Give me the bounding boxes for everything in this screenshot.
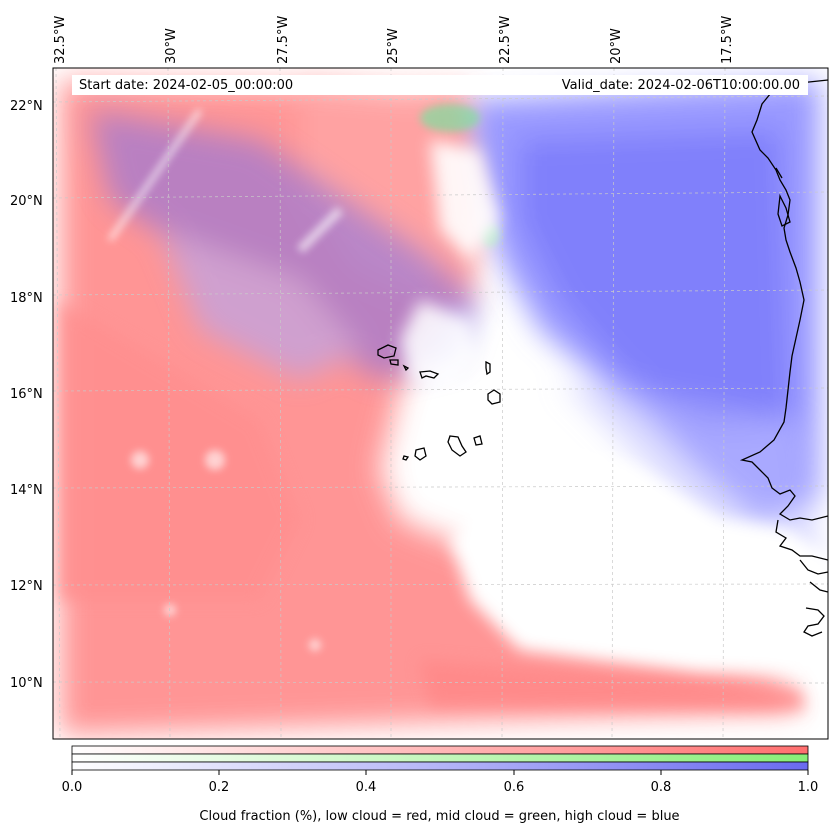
- lat-label-20n: 20°N: [10, 194, 43, 209]
- colorbar-tick-1: 1.0: [797, 780, 819, 795]
- island-sal: [485, 360, 491, 376]
- island-santa-luzia: [402, 364, 410, 372]
- colorbar-tick-0-8: 0.8: [650, 780, 672, 795]
- colorbar-label: Cloud fraction (%), low cloud = red, mid…: [199, 809, 680, 824]
- lat-label-16n: 16°N: [10, 387, 43, 402]
- colorbar-ticks: [71, 770, 809, 775]
- colorbar-tick-0-6: 0.6: [503, 780, 525, 795]
- coastline: [739, 79, 828, 637]
- island-fogo: [414, 447, 427, 461]
- island-sao-vicente: [389, 359, 399, 366]
- colorbar-low-band: [71, 745, 809, 755]
- colorbar-high-band: [71, 761, 809, 771]
- colorbar-mid-band: [71, 753, 809, 763]
- map-plot-area: [53, 68, 828, 739]
- island-brava: [402, 455, 410, 461]
- cloud-streaks: [107, 108, 344, 651]
- start-date: Start date: 2024-02-05_00:00:00: [79, 78, 294, 93]
- lat-label-10n: 10°N: [10, 676, 43, 691]
- clear-region: [400, 140, 828, 670]
- gridlines: [53, 68, 828, 739]
- valid-date: Valid_date: 2024-02-06T10:00:00.00: [561, 78, 800, 93]
- lat-label-12n: 12°N: [10, 579, 43, 594]
- mid-cloud-layer: [420, 104, 500, 247]
- high-cloud-layer: [470, 80, 820, 560]
- date-header: Start date: 2024-02-05_00:00:00 Valid_da…: [72, 75, 808, 95]
- colorbar-tick-0-2: 0.2: [208, 780, 230, 795]
- cape-verde-islands: [377, 344, 501, 461]
- lat-label-14n: 14°N: [10, 483, 43, 498]
- high-cloud-band-west: [90, 110, 480, 380]
- lat-label-18n: 18°N: [10, 291, 43, 306]
- island-boa-vista: [487, 389, 501, 405]
- island-sao-nicolau: [419, 370, 440, 379]
- island-maio: [473, 435, 483, 446]
- island-santo-antao: [377, 344, 397, 359]
- colorbar-tick-0-4: 0.4: [355, 780, 377, 795]
- colorbar-tick-0: 0.0: [61, 780, 83, 795]
- lat-label-22n: 22°N: [10, 99, 43, 114]
- island-santiago: [447, 435, 467, 457]
- low-cloud-band-south: [60, 300, 805, 710]
- map-frame: [52, 67, 829, 740]
